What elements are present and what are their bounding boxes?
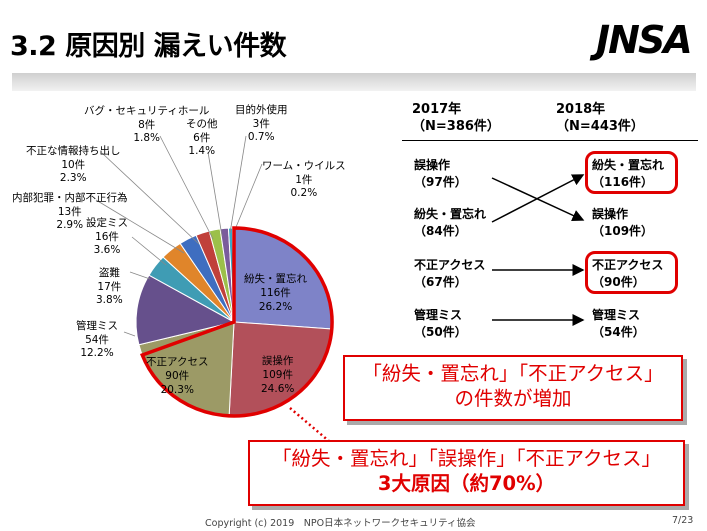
pie-label-internal: 内部犯罪・内部不正行為 13件 2.9% — [12, 192, 128, 231]
pie-label-unauthorized: 不正アクセス 90件 20.3% — [146, 356, 209, 396]
pie-label-management: 管理ミス 54件 12.2% — [76, 320, 118, 359]
leader-line-other — [207, 151, 223, 237]
callout-increase: 「紛失・置忘れ」「不正アクセス」 の件数が増加 — [343, 355, 683, 421]
leader-line-theft — [129, 271, 151, 280]
row-2018-management: 管理ミス （54件） — [592, 308, 645, 339]
pie-label-leak: 不正な情報持ち出し 10件 2.3% — [26, 145, 121, 184]
leader-line-misuse — [229, 135, 247, 234]
top3-highlight-outline — [140, 226, 334, 418]
footer-copyright: Copyright (c) 2019 NPO日本ネットワークセキュリティ協会 — [205, 518, 476, 529]
leader-line-bug — [159, 135, 214, 240]
highlight-box-lost — [585, 151, 678, 194]
pie-label-theft: 盗難 17件 3.8% — [96, 267, 123, 306]
header-2018: 2018年 （N=443件） — [556, 102, 644, 134]
title-divider-bar — [12, 73, 696, 91]
pie-label-misoperation: 誤操作 109件 24.6% — [261, 355, 295, 395]
highlight-box-unauthorized — [585, 251, 678, 294]
row-2018-lost: 紛失・置忘れ （116件） — [592, 158, 665, 189]
leader-line-management — [123, 331, 136, 337]
jnsa-logo: JNSA — [596, 18, 693, 62]
row-2018-misoperation: 誤操作 （109件） — [592, 207, 654, 238]
table-divider — [402, 140, 698, 141]
page-title: 3.2 原因別 漏えい件数 — [10, 31, 287, 62]
pie-slice-3 — [135, 274, 236, 346]
pie-label-misuse: 目的外使用 3件 0.7% — [235, 104, 288, 143]
pie-label-bug: バグ・セキュリティホール 8件 1.8% — [84, 105, 210, 144]
rank-change-arrows — [491, 174, 585, 326]
leader-line-worm — [233, 163, 263, 233]
row-2017-unauthorized: 不正アクセス （67件） — [414, 258, 486, 289]
pie-chart — [95, 135, 334, 443]
row-2017-misoperation: 誤操作 （97件） — [414, 158, 467, 189]
leader-line-leak — [101, 152, 200, 245]
leader-line-config — [131, 236, 167, 266]
header-2017: 2017年 （N=386件） — [412, 102, 500, 134]
row-2017-lost: 紛失・置忘れ （84件） — [414, 207, 487, 238]
row-2017-management: 管理ミス （50件） — [414, 308, 467, 339]
pie-label-lost: 紛失・置忘れ 116件 26.2% — [244, 273, 307, 313]
pie-label-other: その他 6件 1.4% — [186, 118, 218, 157]
callout-connector — [289, 407, 331, 443]
page-number: 7/23 — [672, 515, 694, 526]
row-2018-unauthorized: 不正アクセス （90件） — [592, 258, 664, 289]
callout-top3: 「紛失・置忘れ」「誤操作」「不正アクセス」 3大原因（約70%） — [248, 440, 685, 506]
pie-label-worm: ワーム・ウイルス 1件 0.2% — [262, 160, 346, 199]
pie-label-config: 設定ミス 16件 3.6% — [86, 217, 128, 256]
arrow-lost-up — [491, 174, 585, 223]
leader-line-internal — [95, 199, 185, 254]
